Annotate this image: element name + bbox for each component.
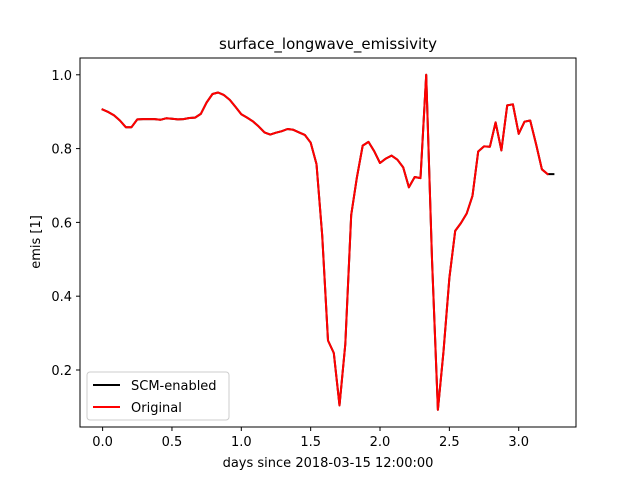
- x-axis-label: days since 2018-03-15 12:00:00: [223, 456, 434, 471]
- series-layer: [101, 73, 555, 411]
- y-axis-label: emis [1]: [29, 215, 44, 269]
- y-tick-label: 1.0: [51, 69, 72, 84]
- x-tick-label: 2.0: [370, 435, 391, 450]
- y-tick-label: 0.6: [51, 216, 72, 231]
- x-tick-label: 1.5: [300, 435, 321, 450]
- legend: SCM-enabled Original: [86, 371, 230, 421]
- x-tick-label: 3.0: [508, 435, 529, 450]
- legend-box: [86, 371, 230, 421]
- x-tick-label: 0.5: [162, 435, 183, 450]
- y-tick-label: 0.8: [51, 143, 72, 158]
- x-tick-label: 0.0: [92, 435, 113, 450]
- legend-label-original: Original: [131, 401, 182, 416]
- y-tick-label: 0.2: [51, 364, 72, 379]
- x-axis-ticks: 0.0 0.5 1.0 1.5 2.0 2.5 3.0: [92, 427, 529, 450]
- y-axis-ticks: 0.2 0.4 0.6 0.8 1.0: [51, 69, 80, 379]
- x-tick-label: 1.0: [231, 435, 252, 450]
- plot-area: [79, 57, 577, 428]
- axes-frame: [79, 57, 577, 428]
- legend-label-scm-enabled: SCM-enabled: [131, 379, 217, 394]
- x-tick-label: 2.5: [439, 435, 460, 450]
- y-tick-label: 0.4: [51, 290, 72, 305]
- chart-title: surface_longwave_emissivity: [219, 35, 437, 54]
- series-line-original: [101, 73, 550, 411]
